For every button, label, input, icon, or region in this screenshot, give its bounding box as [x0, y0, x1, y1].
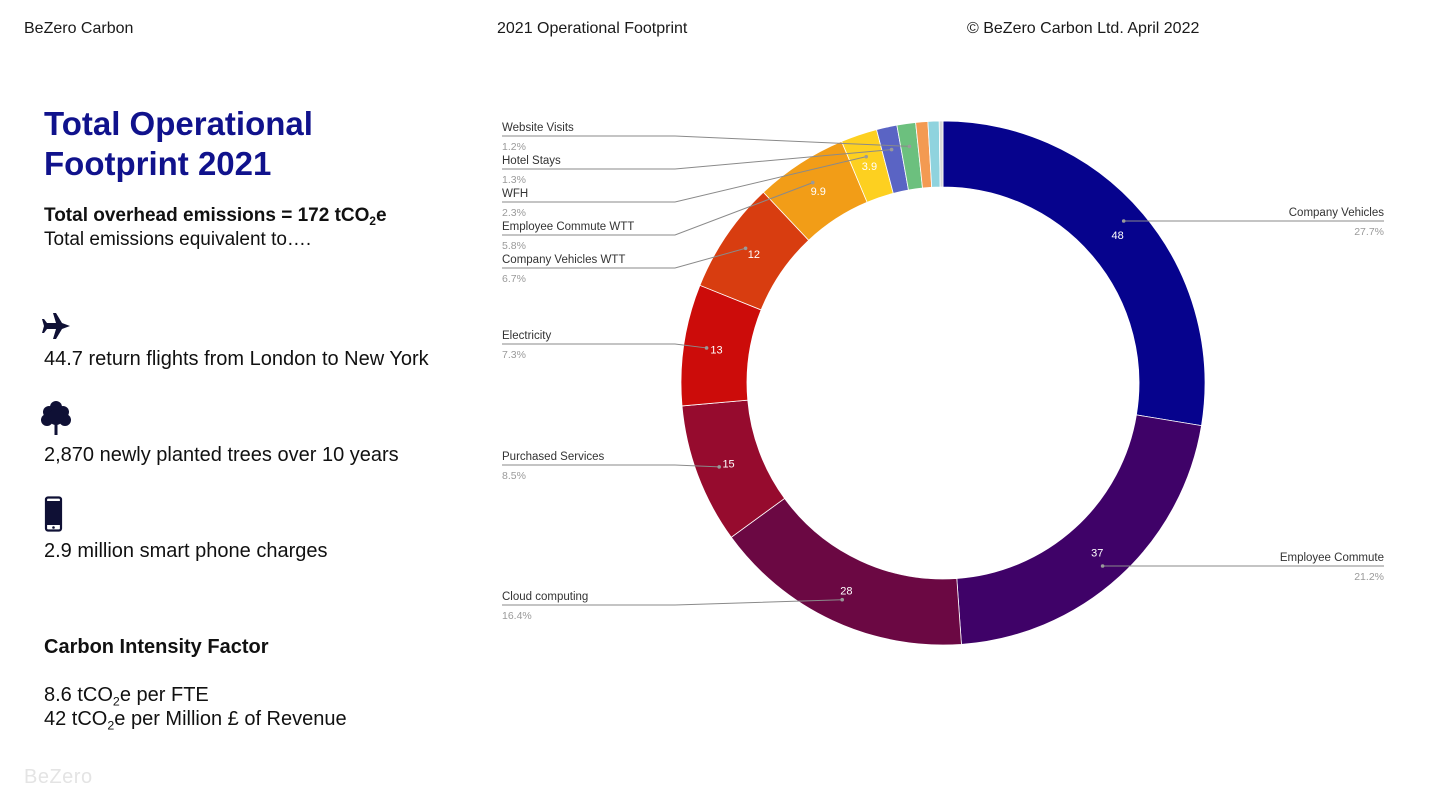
leader-line	[502, 343, 707, 349]
slice-category-label: Cloud computing	[502, 591, 588, 603]
slice-percent-label: 2.3%	[502, 207, 526, 219]
slice-value-label: 12	[748, 249, 760, 261]
leader-dot	[840, 597, 845, 602]
leader-dot	[864, 154, 869, 159]
cif-per-revenue-subscript: 2	[107, 718, 115, 733]
equivalent-trees: 2,870 newly planted trees over 10 years	[44, 444, 399, 466]
page-title: Total Operational Footprint 2021	[44, 104, 313, 184]
leader-line	[502, 464, 720, 468]
slice-category-label: Employee Commute WTT	[502, 221, 634, 233]
donut-slice-employee-commute	[956, 414, 1202, 645]
leader-dot	[810, 180, 815, 185]
leader-dot	[717, 465, 722, 469]
leader-line	[502, 247, 746, 269]
slice-value-label: 13	[710, 344, 722, 356]
slice-category-label: Hotel Stays	[502, 155, 561, 167]
leader-line	[502, 149, 892, 170]
carbon-intensity-title: Carbon Intensity Factor	[44, 636, 269, 658]
overhead-subscript: 2	[369, 215, 376, 229]
overhead-emissions: Total overhead emissions = 172 tCO2e	[44, 204, 387, 228]
cif-per-fte-suffix: e per FTE	[119, 684, 209, 706]
slice-value-label: 9.9	[811, 186, 826, 198]
cif-per-revenue: 42 tCO2e per Million £ of Revenue	[44, 708, 347, 733]
smartphone-icon	[40, 496, 74, 532]
donut-slice-cloud-computing	[730, 497, 962, 646]
slice-category-label: Company Vehicles WTT	[502, 254, 625, 266]
slice-percent-label: 27.7%	[1354, 226, 1384, 238]
tree-icon	[40, 400, 74, 436]
header-title: 2021 Operational Footprint	[497, 20, 688, 37]
slice-value-label: 15	[722, 458, 734, 470]
slice-percent-label: 16.4%	[502, 610, 532, 622]
slice-value-label: 48	[1111, 230, 1123, 242]
overhead-suffix: e	[375, 205, 387, 226]
leader-dot	[743, 246, 748, 251]
leader-dot	[1121, 219, 1126, 223]
cif-per-fte-prefix: 8.6 tCO	[44, 684, 113, 706]
leader-dot	[704, 346, 709, 350]
header-brand: BeZero Carbon	[24, 20, 134, 37]
slice-percent-label: 1.3%	[502, 174, 526, 186]
equivalent-phone-charges: 2.9 million smart phone charges	[44, 540, 328, 562]
header-copyright: © BeZero Carbon Ltd. April 2022	[967, 20, 1200, 37]
slice-percent-label: 7.3%	[502, 349, 526, 361]
leader-line	[502, 156, 867, 203]
overhead-block: Total overhead emissions = 172 tCO2e Tot…	[44, 204, 387, 252]
slice-percent-label: 6.7%	[502, 273, 526, 285]
page-title-line2: Footprint 2021	[44, 145, 272, 182]
slice-value-label: 28	[840, 586, 852, 598]
donut-slice-unlabeled-12	[938, 120, 944, 188]
cif-per-revenue-prefix: 42 tCO	[44, 708, 108, 730]
slice-value-label: 37	[1091, 547, 1103, 559]
cif-per-fte: 8.6 tCO2e per FTE	[44, 684, 209, 709]
cif-per-fte-subscript: 2	[112, 694, 120, 709]
airplane-icon	[40, 308, 74, 344]
slice-percent-label: 21.2%	[1354, 571, 1384, 583]
cif-per-revenue-suffix: e per Million £ of Revenue	[114, 708, 347, 730]
leader-line	[502, 182, 813, 236]
slice-category-label: WFH	[502, 188, 528, 200]
slice-percent-label: 5.8%	[502, 240, 526, 252]
slice-category-label: Company Vehicles	[1289, 207, 1384, 219]
leader-line	[502, 135, 910, 147]
page-title-line1: Total Operational	[44, 105, 313, 142]
leader-dot	[1100, 564, 1105, 568]
slice-percent-label: 1.2%	[502, 141, 526, 153]
leader-dot	[889, 147, 894, 152]
equivalent-flights: 44.7 return flights from London to New Y…	[44, 348, 429, 370]
slice-category-label: Website Visits	[502, 122, 574, 134]
slice-category-label: Electricity	[502, 330, 551, 342]
bezero-logo: BeZero	[24, 766, 93, 788]
slice-percent-label: 8.5%	[502, 470, 526, 482]
slice-value-label: 3.9	[862, 161, 877, 173]
slice-category-label: Employee Commute	[1280, 552, 1384, 564]
overhead-prefix: Total overhead emissions = 172 tCO	[44, 205, 370, 226]
leader-dot	[907, 144, 912, 149]
slice-category-label: Purchased Services	[502, 451, 605, 463]
donut-slice-company-vehicles	[942, 120, 1206, 427]
leader-line	[502, 599, 843, 606]
equivalent-text: Total emissions equivalent to….	[44, 229, 312, 250]
